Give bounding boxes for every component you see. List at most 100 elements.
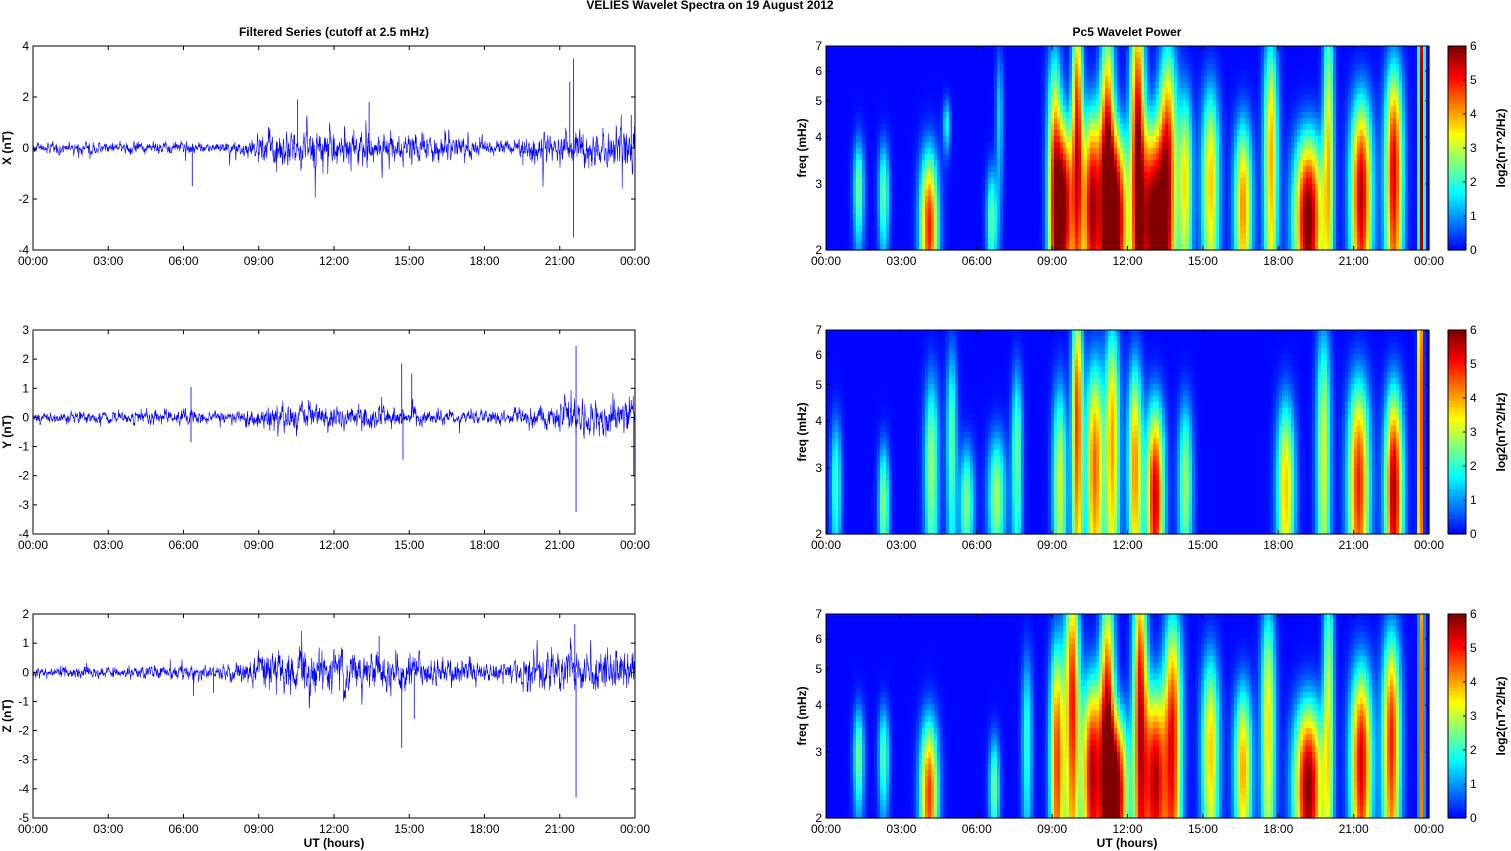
- heatmap-cell: [871, 148, 875, 155]
- heatmap-cell: [898, 190, 902, 197]
- heatmap-cell: [826, 130, 830, 137]
- heatmap-cell: [892, 154, 896, 161]
- heatmap-cell: [943, 232, 947, 239]
- heatmap-cell: [877, 196, 881, 203]
- heatmap-cell: [970, 244, 974, 251]
- right-column-title: Pc5 Wavelet Power: [1073, 25, 1182, 39]
- ytick-label: 1: [22, 636, 29, 650]
- heatmap-cell: [982, 112, 986, 119]
- heatmap-cell: [973, 46, 977, 53]
- heatmap-cell: [922, 76, 926, 83]
- heatmap-cell: [1042, 220, 1046, 227]
- heatmap-cell: [1018, 208, 1022, 215]
- heatmap-cell: [1018, 88, 1022, 95]
- heatmap-cell: [985, 94, 989, 101]
- heatmap-cell: [964, 118, 968, 125]
- heatmap-cell: [913, 172, 917, 179]
- heatmap-cell: [931, 184, 935, 191]
- heatmap-cell: [874, 154, 878, 161]
- heatmap-cell: [943, 112, 947, 119]
- series-line-z: [33, 630, 635, 709]
- heatmap-cell: [1039, 166, 1043, 173]
- heatmap-cell: [877, 58, 881, 65]
- heatmap-cell: [832, 196, 836, 203]
- heatmap-cell: [940, 244, 944, 251]
- heatmap-cell: [907, 94, 911, 101]
- heatmap-cell: [919, 184, 923, 191]
- heatmap-cell: [835, 184, 839, 191]
- heatmap-cell: [970, 88, 974, 95]
- heatmap-cell: [952, 244, 956, 251]
- heatmap-cell: [904, 244, 908, 251]
- heatmap-cell: [967, 130, 971, 137]
- heatmap-cell: [988, 214, 992, 221]
- heatmap-cell: [886, 232, 890, 239]
- heatmap-cell: [928, 124, 932, 131]
- heatmap-cell: [1054, 172, 1058, 179]
- heatmap-cell: [910, 148, 914, 155]
- heatmap-cell: [859, 232, 863, 239]
- heatmap-cell: [1003, 76, 1007, 83]
- heatmap-cell: [853, 106, 857, 113]
- heatmap-cell: [931, 58, 935, 65]
- heatmap-cell: [913, 46, 917, 53]
- heatmap-cell: [997, 88, 1001, 95]
- heatmap-cell: [997, 214, 1001, 221]
- heatmap-cell: [922, 244, 926, 251]
- heatmap-cell: [931, 214, 935, 221]
- heatmap-cell: [949, 202, 953, 209]
- heatmap-cell: [1003, 172, 1007, 179]
- heatmap-cell: [994, 178, 998, 185]
- heatmap-cell: [886, 82, 890, 89]
- heatmap-cell: [1036, 244, 1040, 251]
- heatmap-cell: [970, 46, 974, 53]
- heatmap-cell: [883, 58, 887, 65]
- heatmap-cell: [826, 244, 830, 251]
- heatmap-cell: [871, 46, 875, 53]
- heatmap-cell: [835, 208, 839, 215]
- heatmap-cell: [1033, 106, 1037, 113]
- series-xtick-label: 12:00: [319, 822, 349, 836]
- series-xtick-label: 15:00: [394, 538, 424, 552]
- heatmap-cell: [886, 58, 890, 65]
- heatmap-cell: [868, 64, 872, 71]
- heatmap-cell: [1051, 202, 1055, 209]
- heatmap-cell: [1036, 88, 1040, 95]
- heatmap-cell: [928, 148, 932, 155]
- heatmap-cell: [1054, 184, 1058, 191]
- heatmap-cell: [937, 142, 941, 149]
- heatmap-cell: [934, 166, 938, 173]
- heatmap-cell: [1006, 208, 1010, 215]
- heatmap-cell: [1054, 106, 1058, 113]
- heatmap-cell: [835, 64, 839, 71]
- heatmap-cell: [1027, 232, 1031, 239]
- heatmap-cell: [982, 46, 986, 53]
- heatmap-cell: [865, 130, 869, 137]
- heatmap-cell: [961, 202, 965, 209]
- heatmap-cell: [1021, 136, 1025, 143]
- heatmap-cell: [853, 160, 857, 167]
- heatmap-cell: [913, 118, 917, 125]
- heatmap-cell: [937, 76, 941, 83]
- heatmap-cell: [916, 124, 920, 131]
- heatmap-cell: [883, 76, 887, 83]
- heatmap-cell: [868, 214, 872, 221]
- heatmap-cell: [1018, 190, 1022, 197]
- heatmap-cell: [955, 220, 959, 227]
- heatmap-cell: [850, 202, 854, 209]
- heatmap-cell: [901, 160, 905, 167]
- ytick-label: -3: [18, 498, 29, 512]
- heatmap-cell: [991, 220, 995, 227]
- heatmap-cell: [958, 178, 962, 185]
- heatmap-cell: [1018, 202, 1022, 209]
- heatmap-cell: [1030, 238, 1034, 245]
- heatmap-cell: [958, 112, 962, 119]
- heatmap-cell: [847, 172, 851, 179]
- ytick-label: -3: [18, 753, 29, 767]
- heatmap-cell: [853, 220, 857, 227]
- heatmap-cell: [910, 118, 914, 125]
- heatmap-cell: [1012, 220, 1016, 227]
- heatmap-cell: [901, 136, 905, 143]
- heatmap-cell: [865, 148, 869, 155]
- heatmap-cell: [925, 76, 929, 83]
